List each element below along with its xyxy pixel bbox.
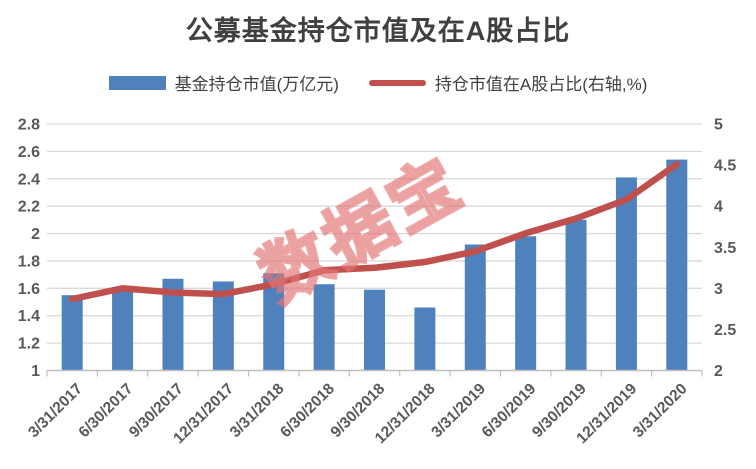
bar bbox=[615, 177, 637, 371]
x-axis-label: 3/31/2020 bbox=[630, 380, 691, 441]
y-axis-label-right: 3.5 bbox=[714, 240, 736, 257]
bar bbox=[666, 159, 688, 371]
bar bbox=[515, 236, 537, 371]
y-axis-label-right: 4.5 bbox=[714, 158, 736, 175]
bar bbox=[263, 273, 285, 371]
x-axis-label: 6/30/2017 bbox=[76, 380, 137, 441]
bar bbox=[364, 289, 385, 371]
bar-series-swatch bbox=[108, 75, 166, 90]
y-axis-label-right: 2 bbox=[714, 363, 723, 380]
ratio-line bbox=[68, 161, 681, 303]
y-axis-label-left: 2.8 bbox=[18, 117, 40, 134]
legend-item-bar-series: 基金持仓市值(万亿元) bbox=[108, 70, 339, 95]
y-axis-label-left: 1.4 bbox=[18, 308, 40, 325]
y-axis-label-left: 1.6 bbox=[18, 281, 40, 298]
y-axis-label-left: 2.6 bbox=[18, 144, 40, 161]
y-axis-label-right: 5 bbox=[714, 117, 723, 134]
bar bbox=[414, 307, 436, 371]
y-axis-label-left: 1 bbox=[31, 363, 40, 380]
bar bbox=[565, 219, 587, 371]
bar bbox=[162, 278, 184, 371]
line-series-swatch bbox=[368, 79, 426, 86]
y-axis-label-left: 1.8 bbox=[18, 253, 40, 270]
y-axis-label-left: 2.4 bbox=[18, 171, 40, 188]
y-axis-label-right: 2.5 bbox=[714, 322, 736, 339]
bar bbox=[464, 244, 486, 371]
legend-item-line-series: 持仓市值在A股占比(右轴,%) bbox=[368, 70, 648, 95]
chart-title: 公募基金持仓市值及在A股占比 bbox=[185, 16, 571, 46]
bar bbox=[212, 281, 234, 371]
y-axis-label-right: 3 bbox=[714, 281, 723, 298]
bar bbox=[112, 289, 134, 371]
legend: 基金持仓市值(万亿元) 持仓市值在A股占比(右轴,%) bbox=[0, 70, 756, 95]
legend-label: 基金持仓市值(万亿元) bbox=[174, 75, 339, 94]
y-axis-label-right: 4 bbox=[714, 199, 723, 216]
bar bbox=[61, 295, 83, 371]
x-axis-label: 3/31/2017 bbox=[25, 380, 86, 441]
y-axis-label-left: 1.2 bbox=[18, 336, 40, 353]
bar bbox=[313, 284, 335, 371]
y-axis-label-left: 2.2 bbox=[18, 199, 40, 216]
legend-label: 持仓市值在A股占比(右轴,%) bbox=[434, 75, 648, 94]
y-axis-label-left: 2 bbox=[31, 226, 40, 243]
